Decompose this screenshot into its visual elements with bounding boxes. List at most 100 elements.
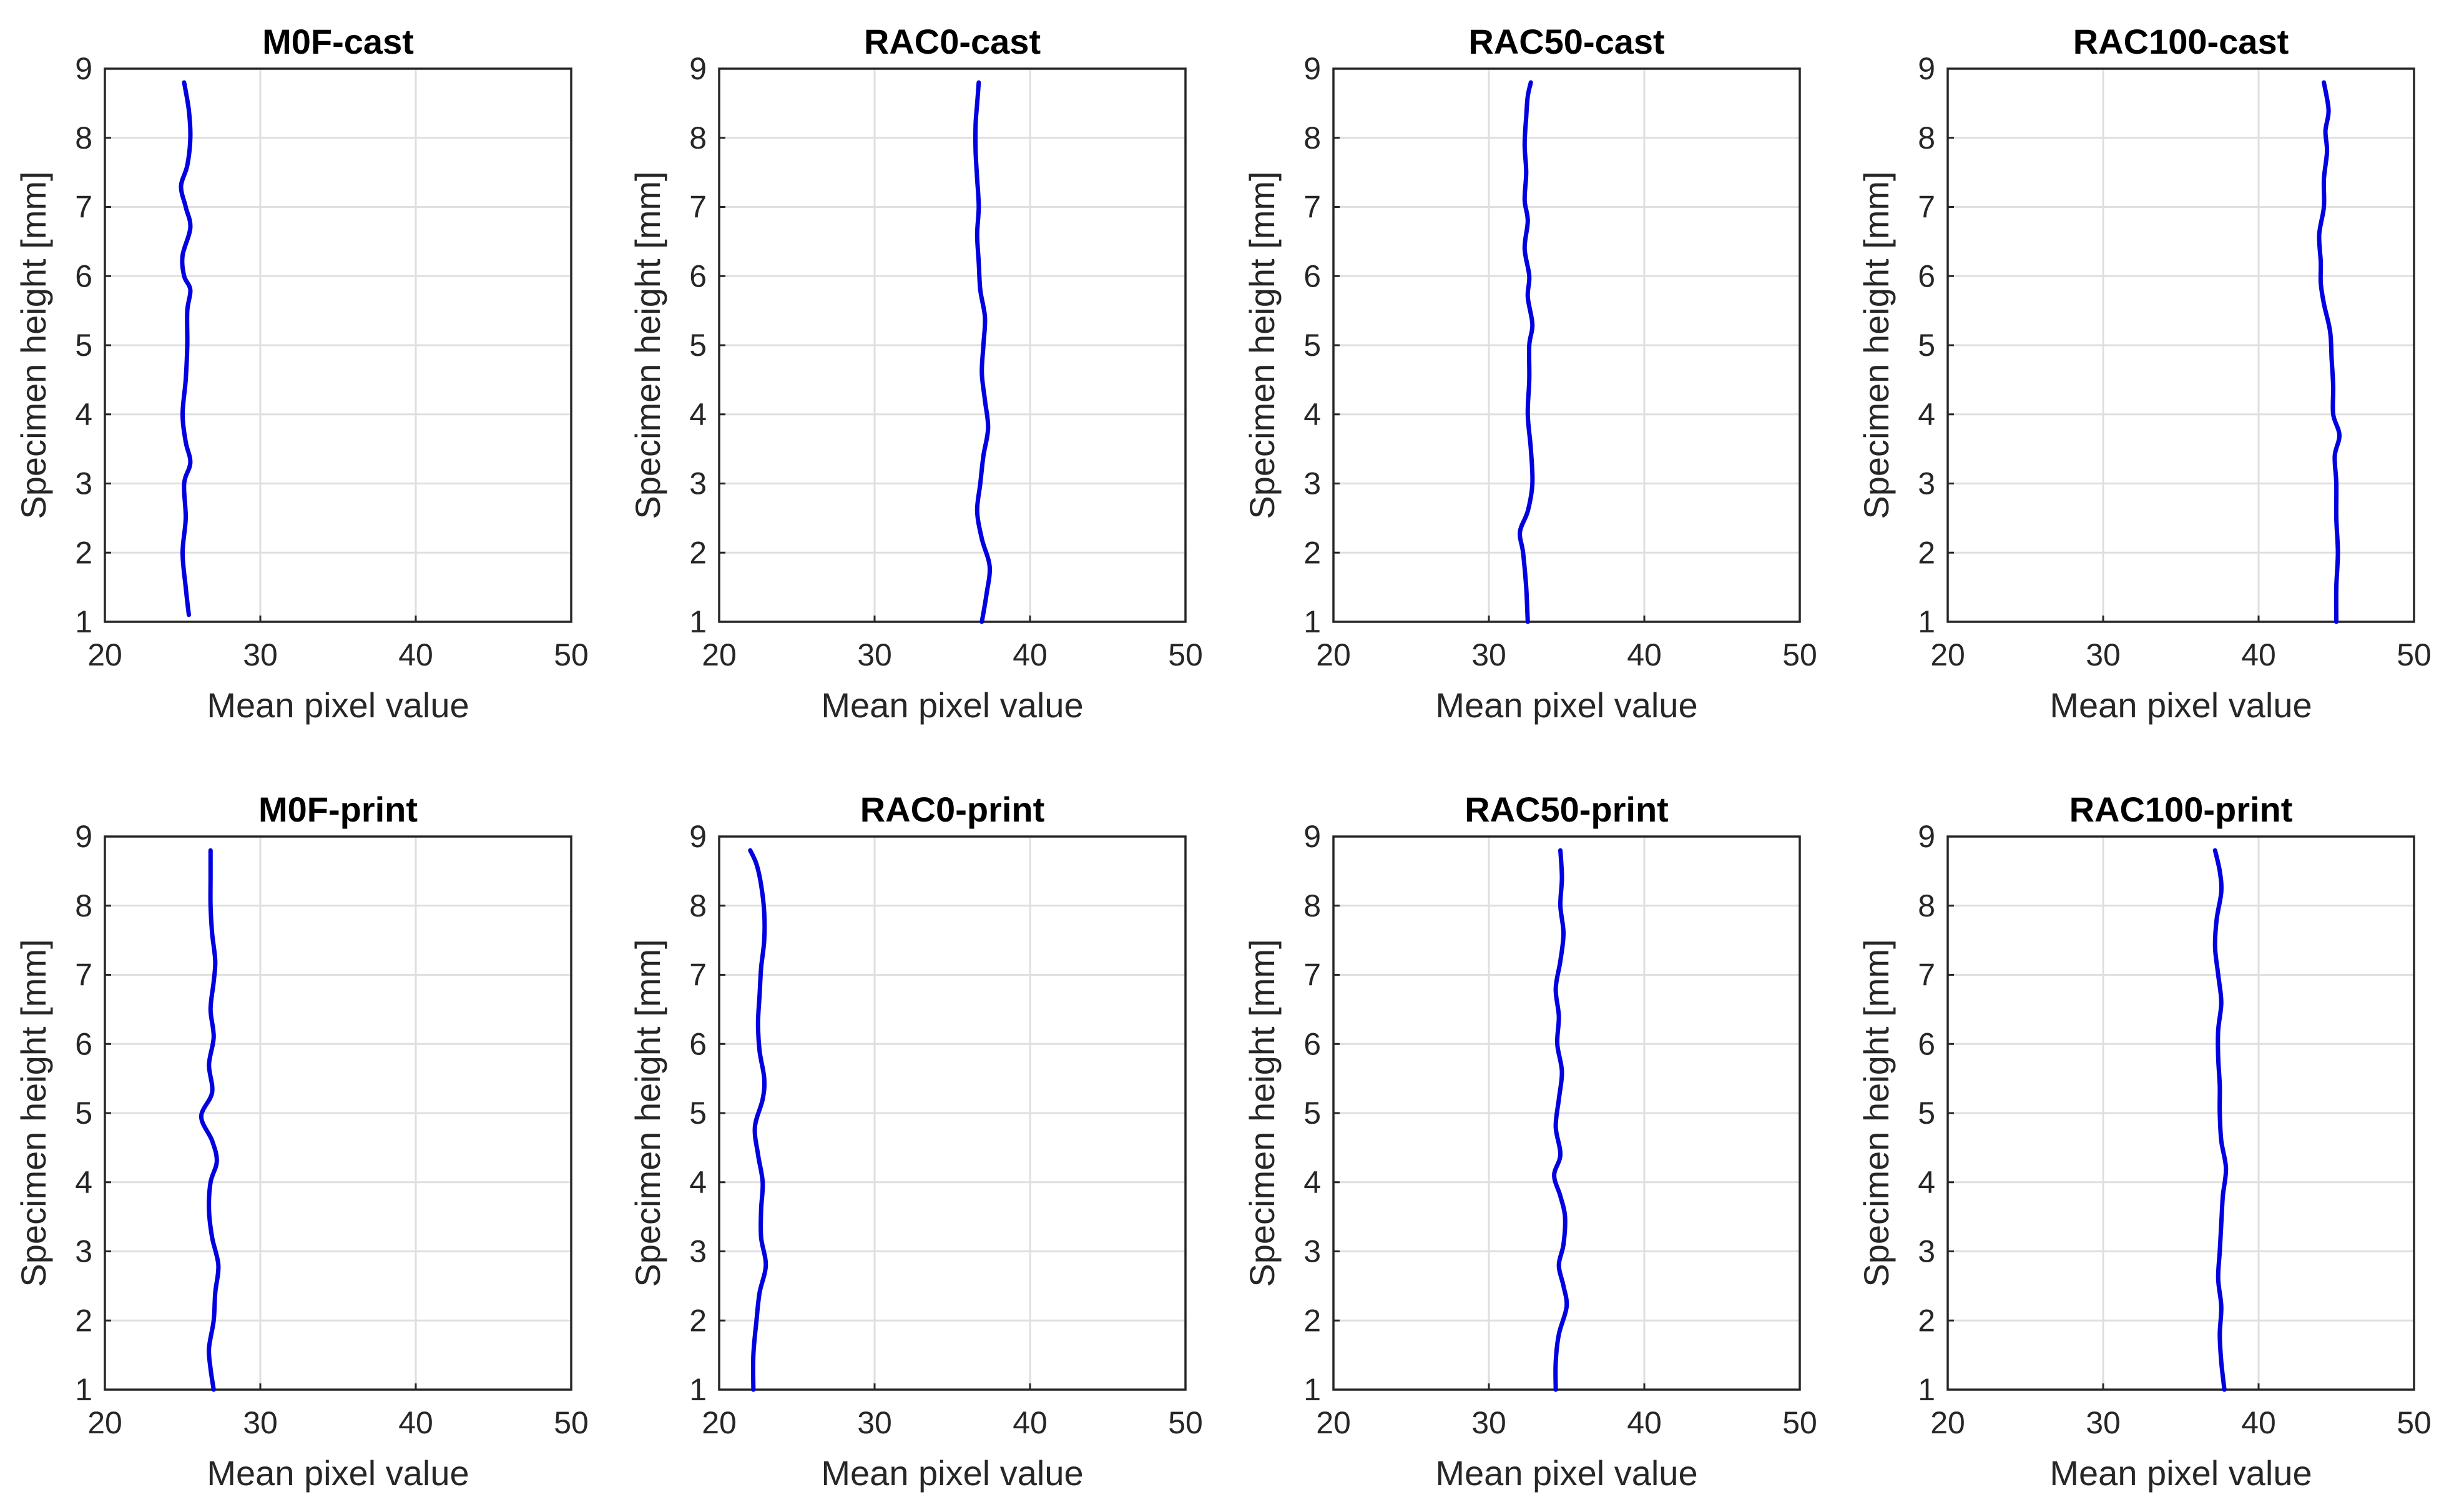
chart-3-ytick-label-0: 1 [1918, 604, 1935, 639]
chart-2-xtick-label-0: 20 [1316, 637, 1351, 672]
chart-2-ytick-label-2: 3 [1303, 466, 1321, 501]
chart-4-ytick-label-8: 9 [75, 819, 92, 854]
chart-1-ytick-label-2: 3 [689, 466, 707, 501]
chart-3-xtick-label-0: 20 [1930, 637, 1965, 672]
chart-3: RAC100-cast 20 30 40 50 1 2 3 4 5 6 7 8 9 Mean pixel v… [1857, 22, 2432, 725]
chart-1: RAC0-cast 20 30 40 50 1 2 3 4 5 6 7 8 9 Mean pixel val… [628, 22, 1203, 725]
chart-0-title: M0F-cast [262, 22, 414, 61]
chart-4-ytick-label-0: 1 [75, 1372, 92, 1407]
chart-6-xtick-label-2: 40 [1627, 1405, 1662, 1440]
chart-7-ytick-label-5: 6 [1918, 1026, 1935, 1061]
chart-5-xtick-label-2: 40 [1013, 1405, 1048, 1440]
chart-5-ytick-label-8: 9 [689, 819, 707, 854]
chart-6-series-line-0 [1552, 848, 1569, 1392]
chart-2-xtick-label-2: 40 [1627, 637, 1662, 672]
chart-3-xtick-label-2: 40 [2241, 637, 2276, 672]
chart-1-ytick-label-3: 4 [689, 397, 707, 432]
chart-7-series-line-0 [2212, 848, 2229, 1392]
chart-1-ytick-label-1: 2 [689, 535, 707, 570]
chart-0-xtick-label-2: 40 [398, 637, 433, 672]
chart-5-ytick-label-5: 6 [689, 1026, 707, 1061]
chart-5-xtick-label-3: 50 [1168, 1405, 1203, 1440]
chart-1-xtick-label-0: 20 [702, 637, 737, 672]
chart-0: M0F-cast 20 30 40 50 1 2 3 4 5 6 7 8 9 Mean pixel valu… [14, 22, 589, 725]
chart-2-ylabel: Specimen height [mm] [1242, 171, 1282, 519]
chart-0-ytick-label-6: 7 [75, 190, 92, 225]
chart-7-ytick-label-8: 9 [1918, 819, 1935, 854]
chart-4-xtick-label-3: 50 [554, 1405, 589, 1440]
chart-6-ytick-label-7: 8 [1303, 888, 1321, 923]
chart-6-title: RAC50-print [1465, 790, 1669, 829]
chart-4-xtick-label-2: 40 [398, 1405, 433, 1440]
chart-0-ytick-label-7: 8 [75, 120, 92, 155]
chart-6-xtick-label-3: 50 [1782, 1405, 1817, 1440]
chart-7-ytick-label-1: 2 [1918, 1303, 1935, 1338]
chart-7-ylabel: Specimen height [mm] [1857, 939, 1896, 1287]
chart-1-ytick-label-8: 9 [689, 51, 707, 86]
chart-3-ytick-label-3: 4 [1918, 397, 1935, 432]
chart-2-ytick-label-3: 4 [1303, 397, 1321, 432]
chart-1-title: RAC0-cast [864, 22, 1041, 61]
chart-7-xtick-label-2: 40 [2241, 1405, 2276, 1440]
chart-5-ylabel: Specimen height [mm] [628, 939, 667, 1287]
chart-3-ytick-label-6: 7 [1918, 190, 1935, 225]
chart-0-ytick-label-8: 9 [75, 51, 92, 86]
chart-4-xlabel: Mean pixel value [207, 1453, 469, 1493]
chart-2-ytick-label-6: 7 [1303, 190, 1321, 225]
chart-1-series-line-0 [973, 80, 993, 624]
chart-4-ytick-label-7: 8 [75, 888, 92, 923]
chart-6-ytick-label-4: 5 [1303, 1096, 1321, 1131]
chart-1-xlabel: Mean pixel value [821, 685, 1083, 725]
chart-3-title: RAC100-cast [2073, 22, 2289, 61]
chart-2-ytick-label-1: 2 [1303, 535, 1321, 570]
chart-0-xtick-label-1: 30 [243, 637, 278, 672]
chart-3-ytick-label-5: 6 [1918, 258, 1935, 293]
chart-1-ytick-label-0: 1 [689, 604, 707, 639]
chart-5: RAC0-print 20 30 40 50 1 2 3 4 5 6 7 8 9 Mean pixel va… [628, 790, 1203, 1493]
chart-3-xtick-label-1: 30 [2086, 637, 2121, 672]
chart-6: RAC50-print 20 30 40 50 1 2 3 4 5 6 7 8 9 Mean pixel v… [1242, 790, 1817, 1493]
chart-7-xtick-label-0: 20 [1930, 1405, 1965, 1440]
chart-3-series-line-0 [2317, 80, 2342, 624]
chart-2-xtick-label-3: 50 [1782, 637, 1817, 672]
chart-4-ytick-label-5: 6 [75, 1026, 92, 1061]
chart-3-xtick-label-3: 50 [2397, 637, 2432, 672]
chart-6-ytick-label-1: 2 [1303, 1303, 1321, 1338]
chart-7: RAC100-print 20 30 40 50 1 2 3 4 5 6 7 8 9 Mean pixel … [1857, 790, 2432, 1493]
chart-0-xlabel: Mean pixel value [207, 685, 469, 725]
chart-5-title: RAC0-print [860, 790, 1045, 829]
chart-6-xlabel: Mean pixel value [1435, 1453, 1697, 1493]
chart-3-ytick-label-2: 3 [1918, 466, 1935, 501]
chart-1-xtick-label-3: 50 [1168, 637, 1203, 672]
chart-0-ytick-label-2: 3 [75, 466, 92, 501]
chart-7-ytick-label-6: 7 [1918, 958, 1935, 993]
chart-7-title: RAC100-print [2069, 790, 2293, 829]
chart-0-xtick-label-3: 50 [554, 637, 589, 672]
chart-4-ytick-label-6: 7 [75, 958, 92, 993]
chart-7-ytick-label-0: 1 [1918, 1372, 1935, 1407]
chart-5-xtick-label-0: 20 [702, 1405, 737, 1440]
chart-4-series-line-0 [199, 848, 221, 1392]
chart-0-ytick-label-1: 2 [75, 535, 92, 570]
chart-4-xtick-label-0: 20 [87, 1405, 122, 1440]
chart-0-series-line-0 [179, 80, 193, 617]
chart-4-title: M0F-print [258, 790, 418, 829]
chart-3-ytick-label-8: 9 [1918, 51, 1935, 86]
chart-5-ytick-label-2: 3 [689, 1234, 707, 1269]
chart-2-title: RAC50-cast [1468, 22, 1664, 61]
chart-5-ytick-label-3: 4 [689, 1165, 707, 1200]
chart-2-ytick-label-5: 6 [1303, 258, 1321, 293]
chart-2-ytick-label-4: 5 [1303, 328, 1321, 363]
chart-0-ytick-label-5: 6 [75, 258, 92, 293]
chart-4-ytick-label-3: 4 [75, 1165, 92, 1200]
chart-2-xlabel: Mean pixel value [1435, 685, 1697, 725]
chart-7-xlabel: Mean pixel value [2049, 1453, 2312, 1493]
chart-1-ytick-label-5: 6 [689, 258, 707, 293]
chart-5-series-line-0 [748, 848, 768, 1392]
chart-4-xtick-label-1: 30 [243, 1405, 278, 1440]
chart-6-xtick-label-0: 20 [1316, 1405, 1351, 1440]
chart-3-xlabel: Mean pixel value [2049, 685, 2312, 725]
chart-3-ytick-label-4: 5 [1918, 328, 1935, 363]
chart-6-xtick-label-1: 30 [1471, 1405, 1506, 1440]
